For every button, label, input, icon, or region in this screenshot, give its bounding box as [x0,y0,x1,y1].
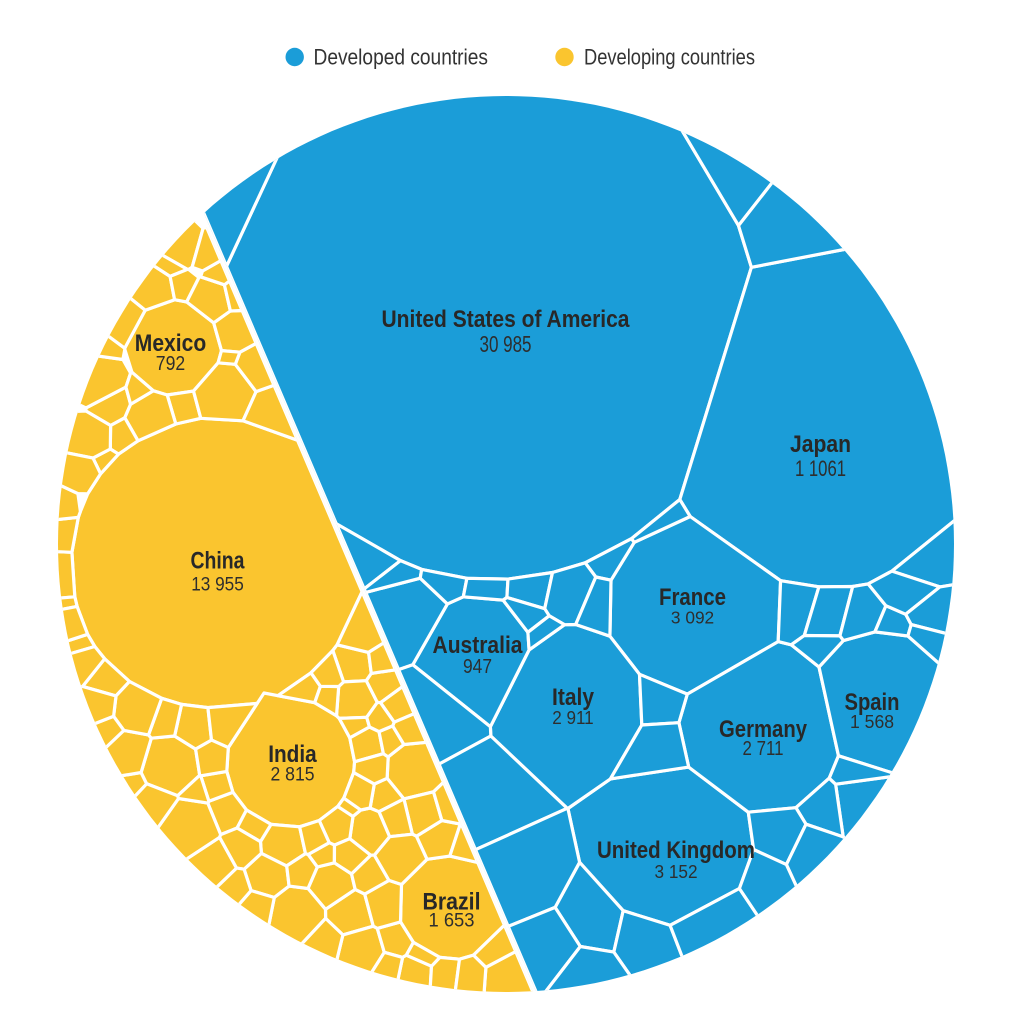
svg-text:13 955: 13 955 [191,575,244,596]
svg-text:3 092: 3 092 [671,608,714,628]
svg-text:Australia: Australia [433,632,523,659]
svg-text:United States of America: United States of America [382,306,630,333]
svg-text:1 653: 1 653 [429,911,475,932]
svg-text:792: 792 [156,353,185,375]
svg-text:Mexico: Mexico [135,330,206,357]
svg-text:2 911: 2 911 [552,708,594,728]
svg-text:1 1061: 1 1061 [795,456,846,481]
svg-text:3 152: 3 152 [655,861,698,882]
svg-text:30 985: 30 985 [480,331,532,357]
svg-text:1 568: 1 568 [850,711,894,732]
svg-text:China: China [191,548,245,575]
svg-text:Germany: Germany [719,716,807,743]
svg-text:Italy: Italy [552,684,594,711]
svg-text:Developed countries: Developed countries [314,45,489,70]
svg-text:Japan: Japan [790,431,851,458]
svg-text:United Kingdom: United Kingdom [597,837,755,864]
svg-text:India: India [268,741,317,768]
svg-text:Brazil: Brazil [423,889,481,916]
svg-text:947: 947 [463,656,492,678]
svg-text:France: France [659,584,726,611]
svg-text:2 815: 2 815 [271,765,315,786]
svg-text:Spain: Spain [845,689,900,716]
svg-text:2 711: 2 711 [743,738,784,760]
svg-text:Developing countries: Developing countries [584,45,755,70]
